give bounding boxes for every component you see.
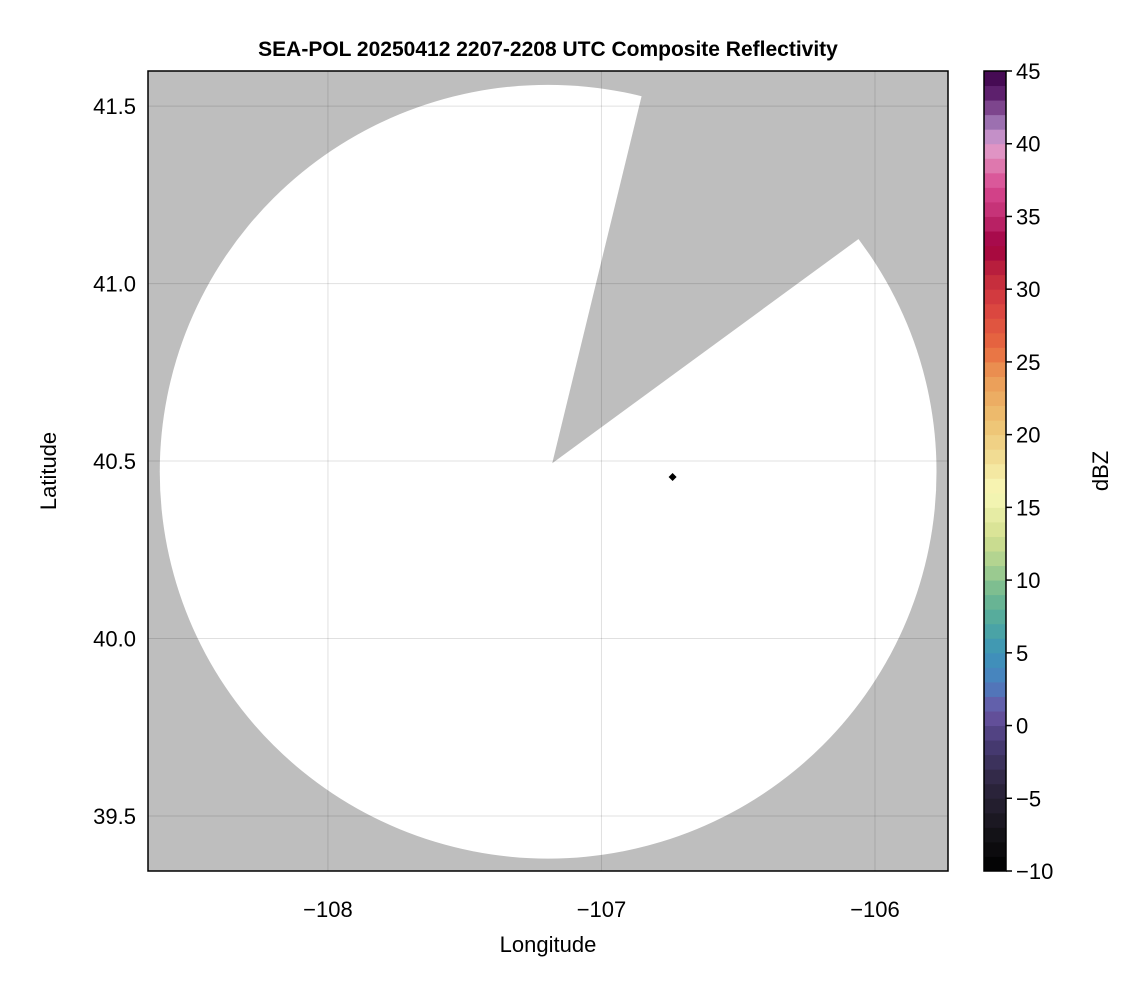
colorbar-cell xyxy=(984,580,1006,596)
colorbar-frame xyxy=(983,70,1007,872)
colorbar-cell xyxy=(984,187,1006,203)
colorbar-cell xyxy=(984,638,1006,654)
colorbar-cell xyxy=(984,420,1006,436)
colorbar-cell xyxy=(984,143,1006,159)
colorbar-cell xyxy=(984,100,1006,116)
radar-location-marker xyxy=(668,473,677,482)
x-axis-label: Longitude xyxy=(500,932,597,957)
colorbar-tick-label: 45 xyxy=(1016,59,1040,84)
colorbar-cell xyxy=(984,332,1006,348)
colorbar-cell xyxy=(984,609,1006,625)
colorbar-cell xyxy=(984,754,1006,770)
y-tick-label: 41.0 xyxy=(93,272,136,297)
colorbar-cell xyxy=(984,158,1006,174)
colorbar-cell xyxy=(984,594,1006,610)
colorbar-cell xyxy=(984,521,1006,537)
colorbar-cell xyxy=(984,783,1006,799)
colorbar-cell xyxy=(984,740,1006,756)
colorbar-tick-label: −10 xyxy=(1016,859,1053,884)
x-tick-label: −107 xyxy=(577,897,627,922)
colorbar-label: dBZ xyxy=(1088,451,1113,491)
y-tick-label: 39.5 xyxy=(93,804,136,829)
colorbar-cell xyxy=(984,376,1006,392)
colorbar-cell xyxy=(984,172,1006,188)
colorbar-cell xyxy=(984,231,1006,247)
colorbar-cell xyxy=(984,260,1006,276)
colorbar-cell xyxy=(984,623,1006,639)
colorbar: −10 −5 0 5 10 15 20 25 30 35 40 45 xyxy=(983,59,1053,884)
colorbar-cell xyxy=(984,696,1006,712)
colorbar-cell xyxy=(984,434,1006,450)
colorbar-tick-label: −5 xyxy=(1016,786,1041,811)
colorbar-cell xyxy=(984,841,1006,857)
colorbar-cell xyxy=(984,449,1006,465)
colorbar-cell xyxy=(984,652,1006,668)
y-tick-label: 41.5 xyxy=(93,94,136,119)
colorbar-cell xyxy=(984,347,1006,363)
colorbar-tick-label: 10 xyxy=(1016,568,1040,593)
colorbar-tick-label: 20 xyxy=(1016,423,1040,448)
colorbar-cell xyxy=(984,711,1006,727)
colorbar-cell xyxy=(984,798,1006,814)
colorbar-tick-label: 0 xyxy=(1016,714,1028,739)
colorbar-cell xyxy=(984,769,1006,785)
colorbar-tick-label: 30 xyxy=(1016,277,1040,302)
colorbar-tick-label: 35 xyxy=(1016,204,1040,229)
blocked-sector xyxy=(552,71,948,464)
y-tick-label: 40.5 xyxy=(93,449,136,474)
colorbar-cell xyxy=(984,536,1006,552)
colorbar-cell xyxy=(984,667,1006,683)
colorbar-cell xyxy=(984,85,1006,101)
x-tick-label: −108 xyxy=(303,897,353,922)
colorbar-tick-label: 25 xyxy=(1016,350,1040,375)
colorbar-cell xyxy=(984,391,1006,407)
colorbar-cell xyxy=(984,289,1006,305)
colorbar-cell xyxy=(984,274,1006,290)
colorbar-cell xyxy=(984,405,1006,421)
colorbar-cell xyxy=(984,856,1006,872)
chart-title: SEA-POL 20250412 2207-2208 UTC Composite… xyxy=(258,38,838,61)
colorbar-tick-label: 5 xyxy=(1016,641,1028,666)
colorbar-cell xyxy=(984,303,1006,319)
colorbar-cell xyxy=(984,507,1006,523)
colorbar-cell xyxy=(984,114,1006,130)
colorbar-cell xyxy=(984,318,1006,334)
colorbar-cell xyxy=(984,551,1006,567)
colorbar-cell xyxy=(984,129,1006,145)
colorbar-cell xyxy=(984,827,1006,843)
y-tick-label: 40.0 xyxy=(93,627,136,652)
colorbar-cell xyxy=(984,216,1006,232)
x-tick-label: −106 xyxy=(850,897,900,922)
colorbar-cell xyxy=(984,463,1006,479)
colorbar-cell xyxy=(984,492,1006,508)
colorbar-cell xyxy=(984,71,1006,87)
colorbar-tick-label: 15 xyxy=(1016,495,1040,520)
colorbar-cell xyxy=(984,812,1006,828)
colorbar-cell xyxy=(984,478,1006,494)
colorbar-cell xyxy=(984,361,1006,377)
colorbar-cell xyxy=(984,725,1006,741)
y-axis-label: Latitude xyxy=(36,432,61,510)
colorbar-cell xyxy=(984,565,1006,581)
colorbar-cell xyxy=(984,681,1006,697)
plot-frame xyxy=(147,70,949,872)
colorbar-tick-label: 40 xyxy=(1016,132,1040,157)
colorbar-cell xyxy=(984,201,1006,217)
colorbar-cell xyxy=(984,245,1006,261)
